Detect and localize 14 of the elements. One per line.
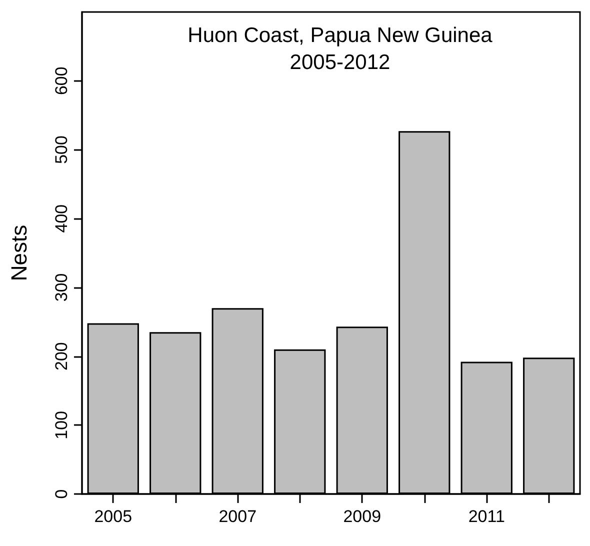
y-tick-label: 500 xyxy=(52,136,71,164)
text: Huon Coast, Papua New Guinea xyxy=(188,24,493,47)
y-tick-label: 300 xyxy=(52,273,71,302)
text: 2005-2012 xyxy=(290,51,390,74)
x-tick-label: 2011 xyxy=(468,507,505,526)
y-tick-label: 200 xyxy=(52,342,71,370)
x-tick-label: 2009 xyxy=(343,507,382,526)
y-tick-label: 0 xyxy=(52,489,71,499)
y-tick-label: 100 xyxy=(52,410,71,440)
y-tick-label: 600 xyxy=(52,66,71,96)
x-tick-label: 2007 xyxy=(218,507,257,526)
y-axis-title: Nests xyxy=(6,224,32,282)
y-tick-label: 400 xyxy=(52,204,71,233)
x-tick-label: 2005 xyxy=(94,507,132,526)
